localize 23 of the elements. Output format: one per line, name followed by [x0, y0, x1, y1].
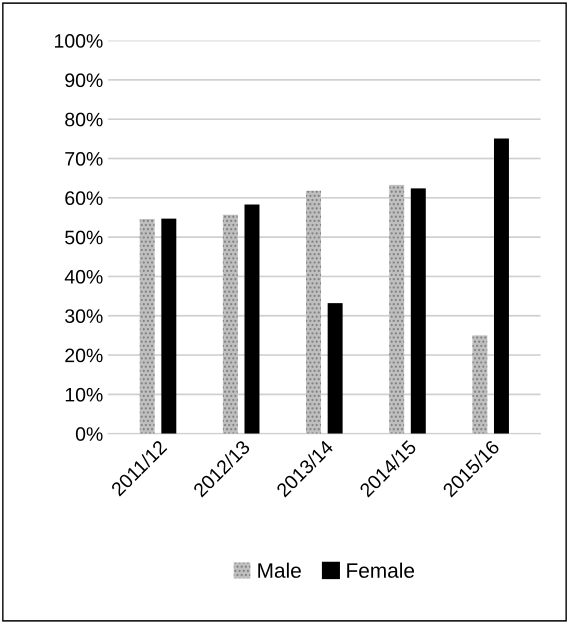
bar [494, 138, 509, 434]
bar [161, 218, 176, 434]
bar [244, 204, 260, 434]
y-tick-label: 40% [64, 270, 103, 284]
legend-label: Male [258, 562, 301, 578]
y-tick-label: 20% [65, 348, 103, 362]
bar [306, 190, 322, 434]
bar [140, 219, 155, 434]
y-tick-label: 100% [55, 34, 103, 48]
y-tick-label: 70% [65, 152, 103, 166]
bar [410, 188, 426, 434]
y-tick-label: 80% [65, 112, 103, 126]
y-tick-label: 0% [76, 427, 103, 441]
bar [472, 335, 488, 434]
y-tick-label: 50% [65, 230, 103, 244]
bar [222, 214, 238, 434]
bar [389, 184, 404, 434]
y-tick-label: 90% [65, 73, 103, 88]
bar [328, 303, 343, 434]
legend-label: Female [347, 562, 414, 578]
y-tick-label: 60% [65, 191, 103, 206]
y-tick-label: 10% [66, 388, 103, 402]
y-tick-label: 30% [65, 309, 103, 323]
